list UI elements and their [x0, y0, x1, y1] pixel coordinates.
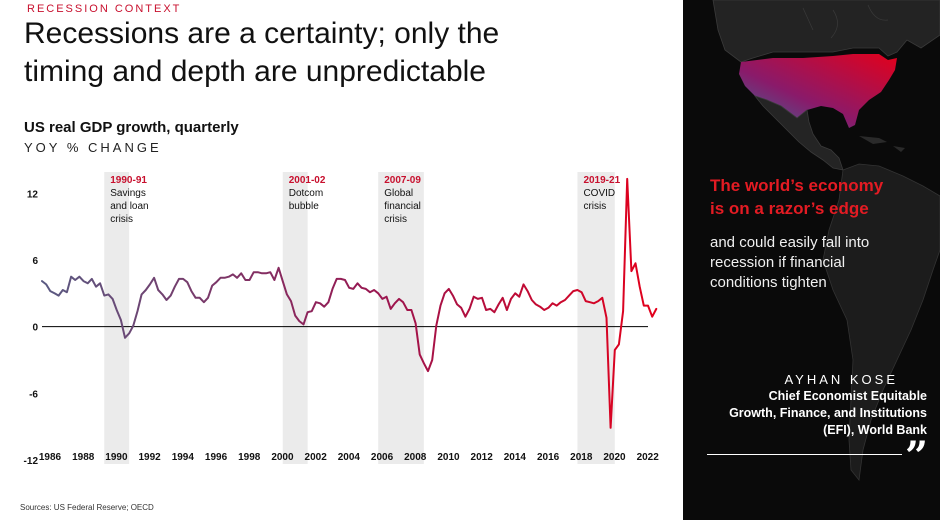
role-line-2: Growth, Finance, and Institutions — [729, 406, 927, 420]
callout-line-1: The world’s economy — [710, 176, 884, 195]
x-tick-label: 2014 — [504, 452, 527, 463]
eyebrow-label: RECESSION CONTEXT — [27, 3, 182, 15]
callout-body-line-3: conditions tighten — [710, 274, 827, 291]
x-tick-label: 2008 — [404, 452, 427, 463]
y-tick-label: 6 — [32, 256, 38, 267]
x-tick-label: 2020 — [603, 452, 626, 463]
chart-subtitle: YOY % CHANGE — [24, 140, 162, 155]
north-america-shape — [712, 0, 940, 63]
gdp-growth-chart: 12 6 0 -6 -12 1986 1988 1990 1992 1994 1996 1998 20… — [24, 172, 660, 467]
recession-name-label: and loan — [110, 201, 148, 212]
recession-years-label: 1990-91 — [110, 175, 147, 186]
recession-name-label: Savings — [110, 188, 146, 199]
americas-map-image — [712, 0, 940, 481]
y-tick-label: 0 — [32, 323, 38, 334]
source-note: Sources: US Federal Reserve; OECD — [20, 503, 154, 512]
x-tick-label: 1988 — [72, 452, 95, 463]
y-tick-label: -12 — [24, 456, 39, 467]
recession-years-label: 2019-21 — [583, 175, 620, 186]
y-tick-label: 12 — [27, 189, 39, 200]
x-tick-label: 2010 — [437, 452, 460, 463]
headline-line-2: timing and depth are unpredictable — [24, 55, 486, 88]
recession-name-label: COVID — [583, 188, 615, 199]
recession-name-label: Dotcom — [289, 188, 323, 199]
recession-name-label: crisis — [583, 201, 606, 212]
recession-name-label: financial — [384, 201, 421, 212]
x-tick-label: 2016 — [537, 452, 560, 463]
x-tick-label: 1998 — [238, 452, 261, 463]
x-tick-label: 1996 — [205, 452, 228, 463]
chart-title: US real GDP growth, quarterly — [24, 119, 239, 136]
x-tick-label: 1990 — [105, 452, 128, 463]
united-states-shape — [739, 54, 897, 128]
mexico-shape — [753, 95, 844, 171]
role-line-1: Chief Economist Equitable — [768, 389, 927, 403]
quote-author-role: Chief Economist Equitable Growth, Financ… — [687, 388, 927, 439]
quote-author-name: AYHAN KOSE — [784, 372, 898, 387]
callout-body-line-1: and could easily fall into — [710, 234, 870, 251]
main-panel: RECESSION CONTEXT Recessions are a certa… — [20, 3, 660, 512]
caribbean-islands — [859, 136, 905, 152]
recession-band-2019-21 — [577, 172, 615, 464]
x-tick-label: 2022 — [637, 452, 660, 463]
south-america-shape — [822, 163, 940, 481]
gdp-growth-series-line — [41, 177, 658, 429]
page-title: Recessions are a certainty; only the tim… — [24, 15, 624, 91]
quote-divider — [707, 454, 902, 455]
quote-sidebar: The world’s economy is on a razor’s edge… — [683, 0, 940, 520]
x-tick-label: 2012 — [471, 452, 494, 463]
x-tick-label: 2018 — [570, 452, 593, 463]
x-tick-label: 1986 — [39, 452, 62, 463]
recession-band-1990-91 — [104, 172, 130, 464]
x-tick-label: 1994 — [172, 452, 195, 463]
x-tick-label: 2004 — [338, 452, 361, 463]
callout-line-2: is on a razor’s edge — [710, 199, 869, 218]
role-line-3: (EFI), World Bank — [823, 423, 927, 437]
x-tick-label: 1992 — [138, 452, 161, 463]
recession-name-label: crisis — [384, 214, 407, 225]
recession-years-label: 2001-02 — [289, 175, 326, 186]
recession-name-label: Global — [384, 188, 413, 199]
headline-line-1: Recessions are a certainty; only the — [24, 17, 500, 50]
y-tick-label: -6 — [29, 389, 38, 400]
callout-body: and could easily fall into recession if … — [710, 233, 930, 293]
headline-callout: The world’s economy is on a razor’s edge — [710, 174, 930, 220]
recession-band-2007-09 — [378, 172, 424, 464]
recession-years-label: 2007-09 — [384, 175, 421, 186]
recession-name-label: crisis — [110, 214, 133, 225]
x-tick-label: 2000 — [271, 452, 294, 463]
recession-band-2001-02 — [282, 172, 308, 464]
callout-body-line-2: recession if financial — [710, 254, 846, 271]
x-tick-label: 2006 — [371, 452, 394, 463]
recession-name-label: bubble — [289, 201, 319, 212]
x-tick-label: 2002 — [305, 452, 328, 463]
canada-lakes-detail — [802, 4, 889, 39]
quote-mark-icon: ” — [905, 433, 929, 480]
